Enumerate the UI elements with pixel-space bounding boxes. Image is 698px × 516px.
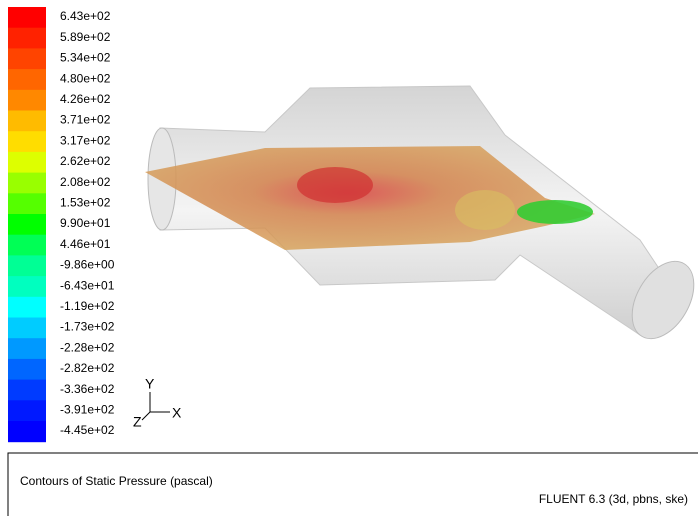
colorbar-label: -3.36e+02 [60, 382, 115, 396]
footer-solver: FLUENT 6.3 (3d, pbns, ske) [539, 492, 688, 506]
footer-title: Contours of Static Pressure (pascal) [20, 474, 213, 488]
colorbar-swatch [8, 255, 46, 277]
colorbar-swatch [8, 276, 46, 298]
colorbar-swatch [8, 131, 46, 153]
colorbar-swatch [8, 7, 46, 29]
colorbar-label: 3.17e+02 [60, 133, 111, 147]
colorbar-label: 1.53e+02 [60, 195, 111, 209]
colorbar-swatch [8, 421, 46, 443]
colorbar-label: -9.86e+00 [60, 258, 115, 272]
colorbar-label: -2.28e+02 [60, 340, 115, 354]
colorbar-swatch [8, 358, 46, 381]
colorbar-label: -4.45e+02 [60, 423, 115, 437]
colorbar-label: -2.82e+02 [60, 361, 115, 375]
colorbar-swatch [8, 69, 46, 91]
colorbar-swatch [8, 379, 46, 401]
colorbar-label: 4.46e+01 [60, 237, 111, 251]
colorbar-label: -3.91e+02 [60, 402, 115, 416]
axis-triad [141, 392, 170, 421]
colorbar-swatch [8, 48, 46, 70]
colorbar-swatch [8, 317, 46, 339]
colorbar-swatch [8, 27, 46, 49]
colorbar-swatch [8, 400, 46, 422]
colorbar-label: 9.90e+01 [60, 216, 111, 230]
colorbar-swatch [8, 234, 46, 256]
colorbar-label: 2.62e+02 [60, 154, 111, 168]
colorbar-swatch [8, 296, 46, 318]
colorbar-swatch [8, 172, 46, 194]
colorbar-label: 5.34e+02 [60, 51, 111, 65]
colorbar-swatch [8, 110, 46, 132]
colorbar-label: 5.89e+02 [60, 30, 111, 44]
colorbar-swatch [8, 89, 46, 111]
colorbar-label: 4.80e+02 [60, 71, 111, 85]
axis-label-y: Y [145, 376, 155, 392]
colorbar-swatch [8, 151, 46, 174]
colorbar-label: -1.19e+02 [60, 299, 115, 313]
axis-label-z: Z [133, 414, 142, 430]
colorbar-label: 4.26e+02 [60, 92, 111, 106]
colorbar-label: 3.71e+02 [60, 113, 111, 127]
geometry [145, 85, 695, 340]
colorbar-label: -1.73e+02 [60, 320, 115, 334]
colorbar-label: 6.43e+02 [60, 9, 111, 23]
colorbar-label: -6.43e+01 [60, 278, 115, 292]
colorbar-swatch [8, 193, 46, 215]
axis-label-x: X [172, 405, 182, 421]
colorbar-swatch [8, 338, 46, 360]
colorbar-swatch [8, 214, 46, 236]
colorbar-label: 2.08e+02 [60, 175, 111, 189]
footer-box [7, 452, 698, 516]
